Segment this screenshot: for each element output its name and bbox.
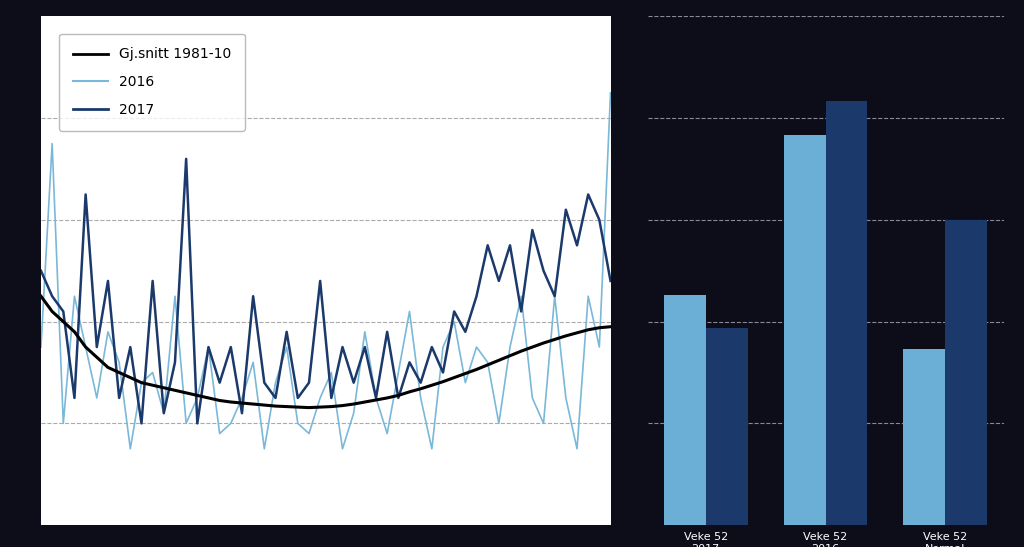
Bar [825, 101, 867, 525]
Bar [903, 349, 945, 525]
Bar [945, 220, 987, 525]
Bar [706, 328, 748, 525]
Bar [783, 135, 825, 525]
Legend: Gj.snitt 1981-10, 2016, 2017: Gj.snitt 1981-10, 2016, 2017 [59, 33, 245, 131]
Bar [664, 294, 706, 525]
